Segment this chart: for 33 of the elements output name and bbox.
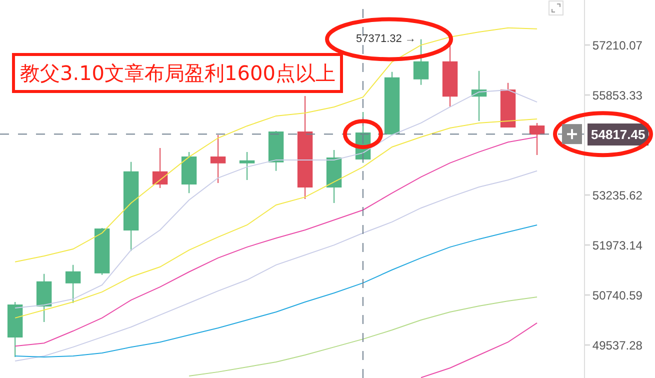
candlestick xyxy=(529,122,545,156)
y-tick-label: 51973.14 xyxy=(592,238,643,252)
line-series xyxy=(420,322,538,378)
candlestick xyxy=(500,82,516,128)
line-series xyxy=(14,170,538,362)
candlestick xyxy=(65,264,81,304)
candlestick xyxy=(210,134,226,184)
candlestick xyxy=(94,228,110,276)
line-series xyxy=(14,27,538,262)
candlestick xyxy=(36,273,52,322)
candlestick xyxy=(413,38,429,86)
candlestick xyxy=(297,96,313,200)
y-tick-label: 53235.62 xyxy=(592,188,643,202)
y-tick-label: 49537.28 xyxy=(592,338,643,352)
candlestick xyxy=(7,302,23,358)
line-series xyxy=(188,296,538,376)
candlestick xyxy=(123,161,139,252)
candlestick xyxy=(268,130,284,172)
line-series xyxy=(14,118,538,318)
y-tick-label: 57210.07 xyxy=(592,38,643,52)
candlestick xyxy=(181,151,197,194)
y-tick-label: 55853.33 xyxy=(592,88,643,102)
candlestick xyxy=(326,150,342,204)
candlestick xyxy=(384,71,400,136)
y-tick-label: 50740.59 xyxy=(592,288,643,302)
line-series xyxy=(14,224,538,358)
ref-line-label: 54817.45 xyxy=(591,127,646,142)
candlestick xyxy=(152,148,168,189)
annotation: 57371.32 → xyxy=(356,33,416,45)
annotation: 教父3.10文章布局盈利1600点以上 xyxy=(20,61,336,85)
line-series xyxy=(14,136,538,347)
line-series xyxy=(14,89,538,308)
candlestick xyxy=(239,151,255,180)
